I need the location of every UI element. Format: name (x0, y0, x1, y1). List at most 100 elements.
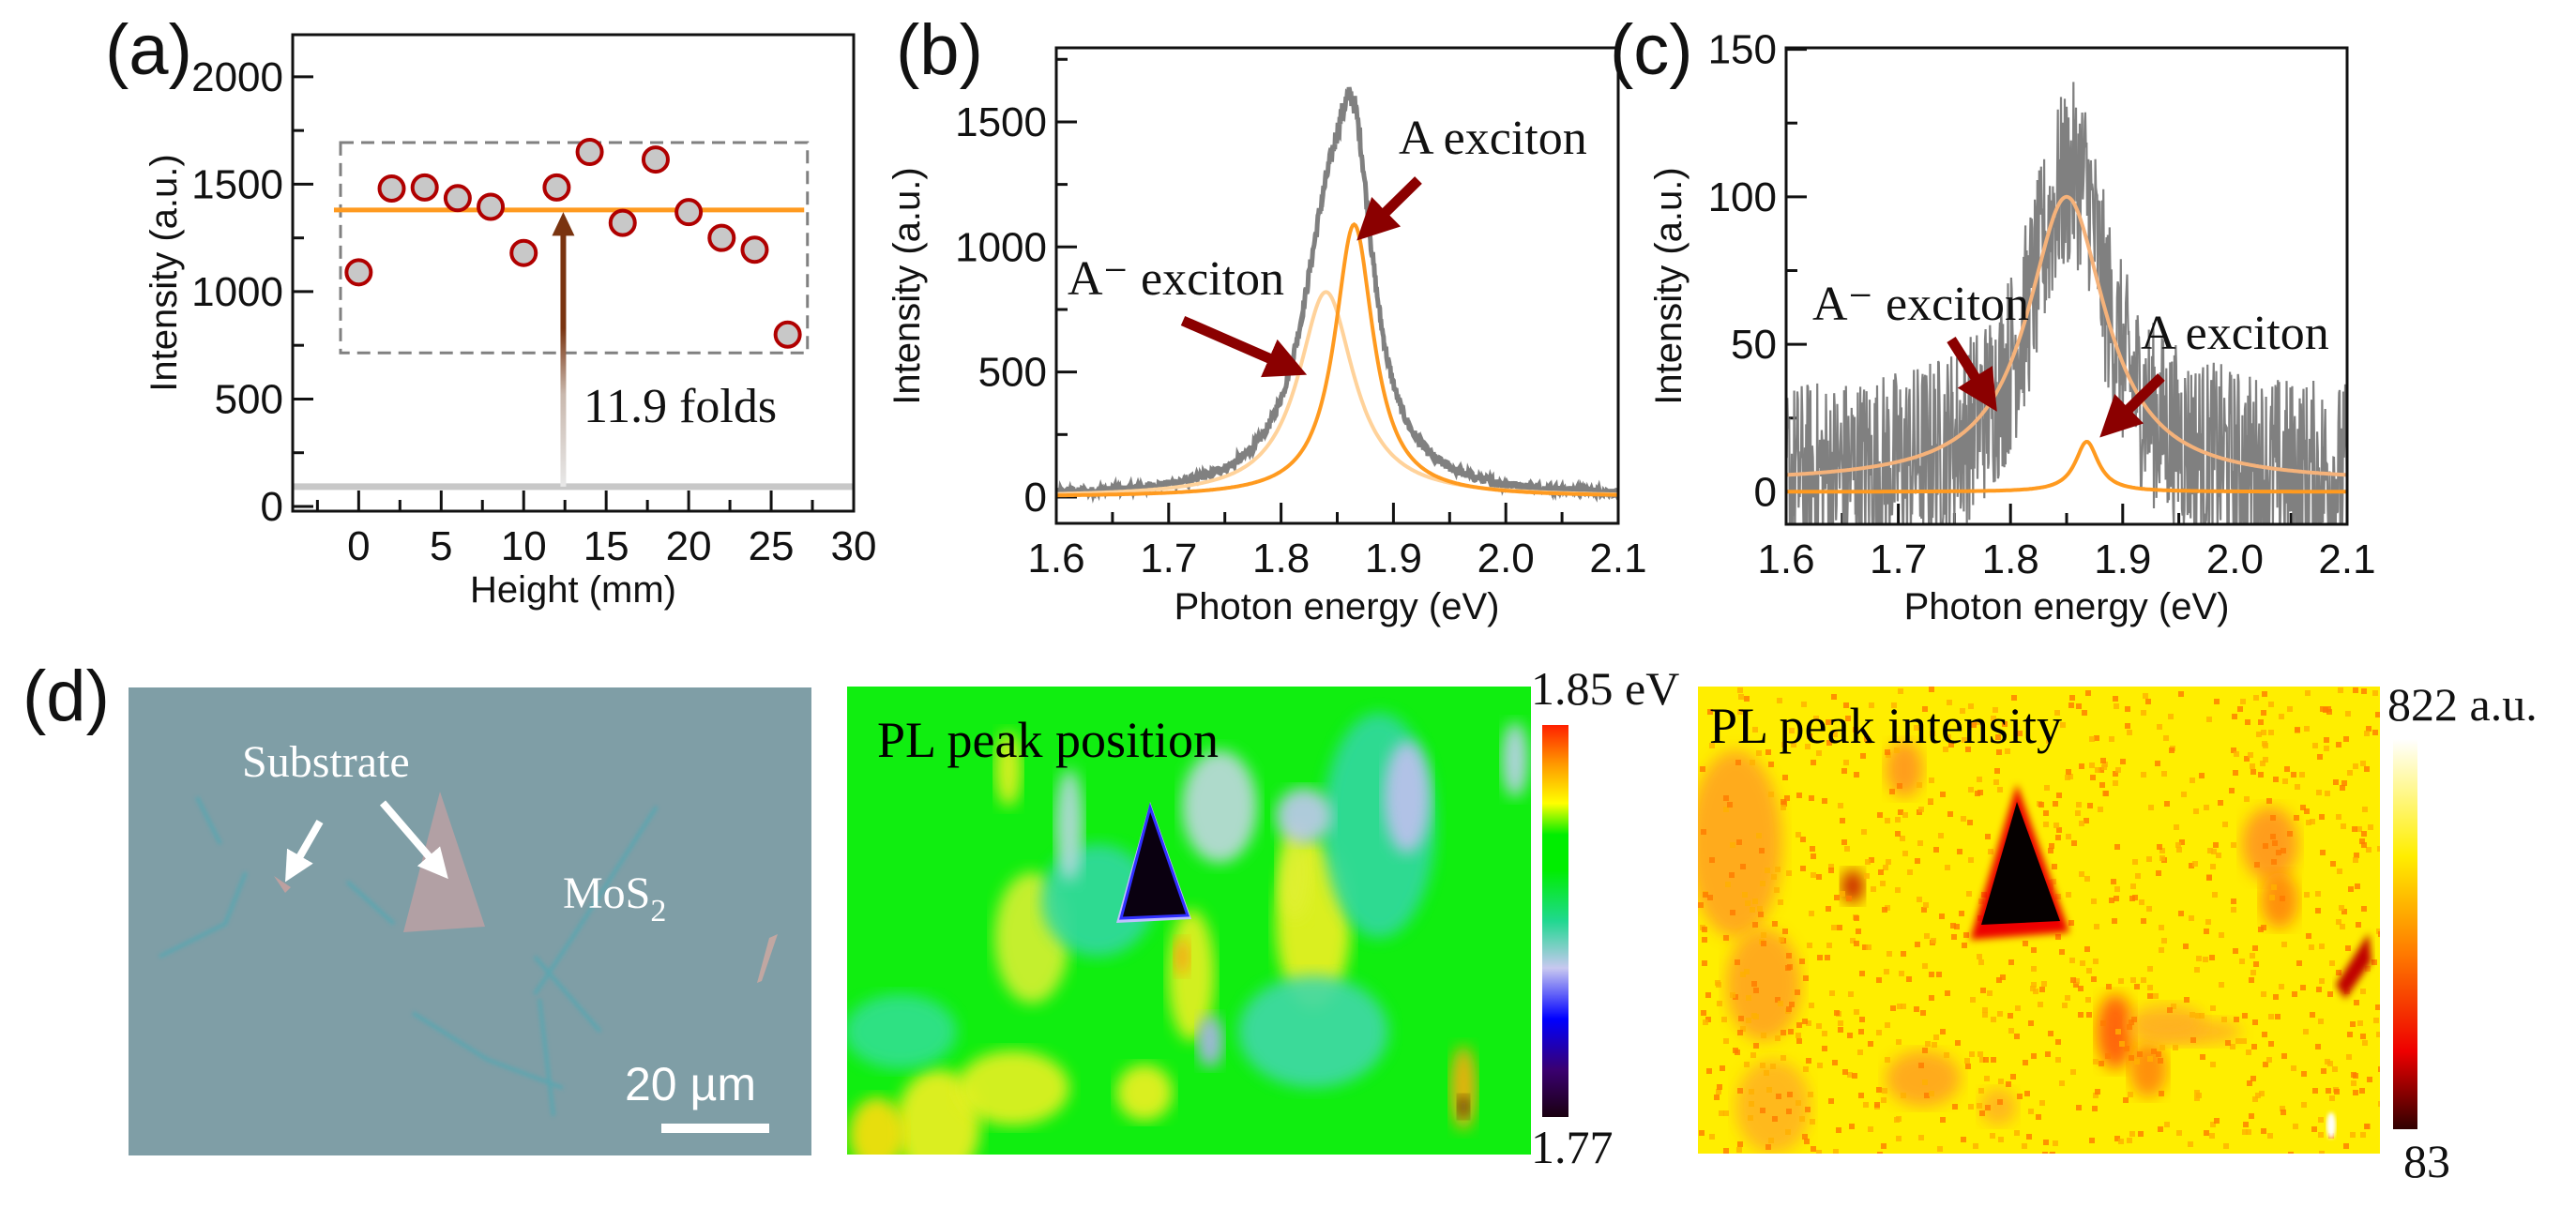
noise-pixel (2023, 1060, 2028, 1065)
noise-pixel (2123, 1097, 2129, 1103)
noise-pixel (2263, 743, 2268, 748)
noise-pixel (2249, 977, 2254, 983)
noise-pixel (2023, 941, 2028, 946)
noise-pixel (2336, 970, 2341, 975)
noise-pixel (2312, 1088, 2318, 1094)
noise-pixel (2295, 784, 2300, 790)
noise-pixel (1706, 1068, 1712, 1074)
noise-pixel (2203, 957, 2208, 962)
noise-pixel (1858, 1093, 1864, 1098)
noise-pixel (2190, 778, 2195, 783)
noise-pixel (2044, 785, 2050, 791)
noise-pixel (1829, 990, 1835, 996)
noise-pixel (2362, 807, 2368, 812)
noise-pixel (2071, 840, 2077, 846)
noise-pixel (2113, 780, 2118, 786)
noise-pixel (2266, 798, 2272, 804)
noise-pixel (2206, 875, 2212, 881)
noise-pixel (1702, 960, 1707, 966)
noise-pixel (2256, 732, 2262, 737)
noise-pixel (2272, 840, 2278, 846)
panel-label-b: (b) (896, 10, 983, 90)
noise-pixel (1723, 1038, 1729, 1044)
noise-pixel (2261, 1128, 2266, 1134)
noise-pixel (2231, 842, 2236, 848)
noise-pixel (1896, 1039, 1902, 1045)
noise-pixel (2210, 1062, 2216, 1067)
data-point (410, 173, 439, 202)
noise-pixel (2252, 1019, 2258, 1025)
noise-pixel (2204, 805, 2209, 810)
noise-pixel (1744, 696, 1750, 702)
noise-pixel (2127, 1138, 2132, 1143)
noise-pixel (1791, 742, 1796, 747)
noise-pixel (1968, 703, 1974, 709)
noise-pixel (1828, 1098, 1834, 1104)
noise-pixel (1761, 1033, 1766, 1038)
noise-pixel (1740, 864, 1746, 869)
panel-b-x-tick-label: 1.9 (1365, 536, 1422, 581)
noise-pixel (1997, 1011, 2003, 1017)
noise-pixel (1854, 1009, 1859, 1015)
noise-pixel (2066, 834, 2071, 839)
noise-pixel (1891, 702, 1897, 708)
noise-pixel (2039, 1100, 2045, 1106)
noise-pixel (1990, 1133, 1995, 1139)
noise-pixel (2055, 894, 2061, 899)
noise-pixel (2046, 738, 2052, 744)
noise-pixel (2062, 1003, 2068, 1008)
noise-pixel (1737, 1088, 1743, 1094)
noise-pixel (1770, 1064, 1776, 1069)
noise-pixel (2339, 905, 2344, 911)
noise-pixel (2024, 1091, 2030, 1096)
noise-pixel (1980, 988, 1986, 993)
noise-pixel (1705, 992, 1711, 998)
noise-pixel (1882, 1088, 1887, 1094)
noise-pixel (2065, 995, 2070, 1001)
noise-pixel (1914, 1006, 1919, 1012)
noise-pixel (2378, 931, 2380, 937)
data-point (773, 320, 802, 349)
noise-pixel (1995, 734, 2001, 740)
noise-pixel (2069, 958, 2075, 963)
noise-pixel (1785, 1129, 1791, 1135)
noise-pixel (2234, 751, 2239, 757)
noise-pixel (1962, 943, 1967, 948)
noise-pixel (2281, 1110, 2286, 1115)
noise-pixel (1702, 927, 1707, 932)
noise-pixel (2306, 820, 2311, 825)
map-feature (1841, 869, 1864, 903)
panel-b-y-tick-label: 1000 (955, 224, 1047, 270)
panel-label-c: (c) (1610, 10, 1693, 90)
noise-pixel (1971, 722, 1977, 728)
noise-pixel (2310, 1012, 2315, 1018)
panel-a-xlabel: Height (mm) (470, 569, 676, 611)
noise-pixel (1721, 1017, 1727, 1022)
noise-pixel (2119, 1041, 2125, 1047)
noise-pixel (2127, 1024, 2132, 1030)
noise-pixel (2060, 722, 2066, 728)
noise-pixel (1760, 1063, 1765, 1068)
noise-pixel (2326, 1088, 2331, 1094)
noise-pixel (1923, 902, 1929, 908)
noise-pixel (2359, 1088, 2365, 1094)
noise-pixel (2112, 918, 2117, 924)
noise-pixel (1991, 1017, 1996, 1022)
noise-pixel (1890, 1005, 1896, 1011)
noise-pixel (1982, 1007, 1988, 1013)
noise-pixel (1866, 944, 1871, 950)
mos2-triangle (1981, 802, 2060, 925)
noise-pixel (1735, 1049, 1740, 1055)
noise-pixel (2147, 993, 2153, 999)
noise-pixel (1932, 1042, 1937, 1048)
noise-pixel (2316, 790, 2322, 795)
noise-pixel (1929, 972, 1934, 977)
panel-b-x-tick-label: 1.8 (1252, 536, 1310, 581)
noise-pixel (1917, 782, 1922, 788)
noise-pixel (1801, 702, 1807, 707)
noise-pixel (2125, 706, 2130, 712)
noise-pixel (2318, 1117, 2324, 1123)
noise-pixel (2092, 1106, 2098, 1111)
noise-pixel (2329, 960, 2335, 966)
noise-pixel (1889, 789, 1895, 794)
